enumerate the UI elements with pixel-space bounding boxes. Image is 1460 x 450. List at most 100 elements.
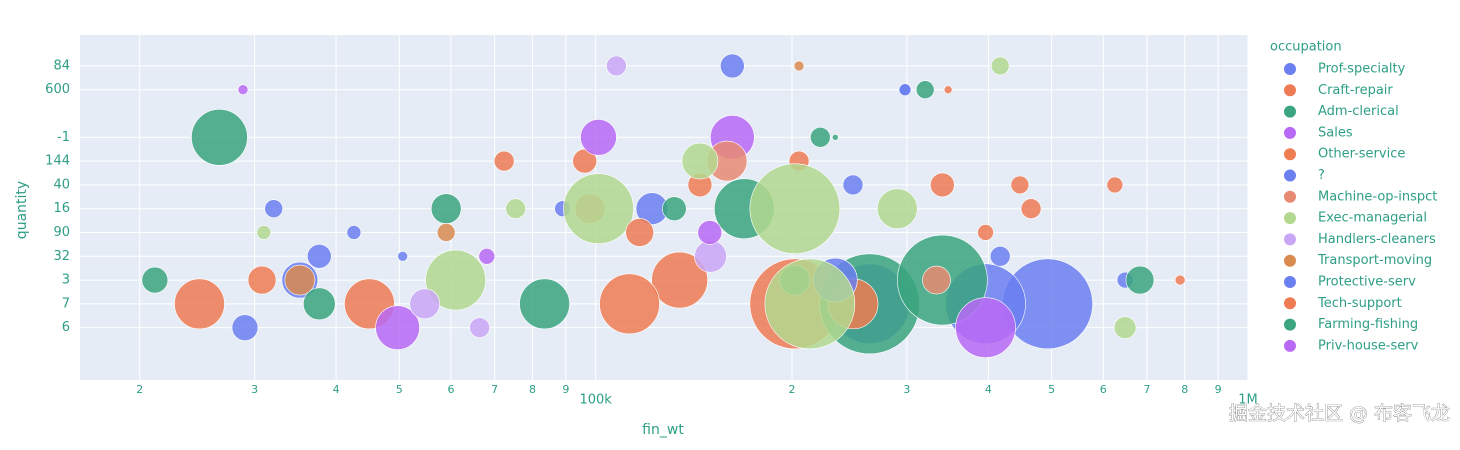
bubbles [141,53,1186,358]
y-tick-label: 600 [45,82,70,97]
bubble [409,288,441,320]
legend-marker [1284,105,1296,118]
bubble [469,317,490,338]
x-tick-label: 1M [1238,393,1258,408]
bubble [842,174,864,196]
bubble [955,297,1016,358]
legend-label: Sales [1318,125,1353,140]
bubble [256,225,272,240]
bubble [580,119,617,156]
legend-label: Transport-moving [1317,253,1432,268]
legend-marker [1284,212,1296,225]
legend-marker [1284,276,1296,288]
bubble [191,109,248,166]
bubble [922,265,951,295]
legend-marker [1284,126,1296,139]
bubble [302,287,336,321]
x-tick-label: 8 [1181,383,1188,396]
x-tick-label: 2 [789,383,796,396]
bubble [697,220,723,245]
legend-marker [1284,297,1296,310]
legend-label: Farming-fishing [1318,317,1418,332]
bubble [375,305,420,350]
x-tick-label: 6 [447,383,454,396]
x-tick-label: 100k [579,393,612,408]
bubble [832,134,839,141]
y-tick-label: 90 [53,225,70,240]
bubble [1125,265,1155,295]
x-tick-label: 4 [985,383,992,396]
x-tick-label: 5 [1048,383,1055,396]
bubble [606,55,627,77]
legend-marker [1284,169,1296,182]
bubble [284,264,316,296]
bubble [990,56,1010,76]
bubble [505,198,526,219]
legend-marker [1284,84,1296,97]
bubble [493,150,515,172]
bubble [478,247,496,265]
bubble [662,196,687,221]
axes: 2 3 4 5 6 7 8 9 100k 2 3 4 5 6 7 8 9 1M 6 7 3 32 90 16 40 144 -1 60… [45,58,1258,407]
legend-marker [1284,339,1296,352]
bubble [877,188,918,229]
bubble [346,225,362,240]
legend-title: occupation [1270,40,1342,55]
legend-marker [1284,148,1296,161]
x-tick-label: 9 [562,383,569,396]
legend: Prof-specialty Craft-repair Adm-clerical Sa… [1284,62,1437,353]
bubble [681,142,719,180]
x-tick-label: 8 [529,383,536,396]
legend-label: Tech-support [1317,296,1402,311]
bubble [915,80,935,100]
legend-marker [1284,318,1296,331]
legend-label: Other-service [1318,147,1405,162]
bubble [264,199,284,218]
x-tick-label: 2 [136,383,143,396]
bubble [651,251,708,309]
bubble [436,223,456,242]
bubble [1174,274,1186,286]
x-tick-label: 5 [396,383,403,396]
bubble [231,314,259,341]
legend-label: ? [1318,168,1325,183]
watermark: 掘金技术社区 @ 布客飞龙 [1229,403,1450,425]
legend-marker [1284,190,1296,203]
bubble [397,250,408,262]
bubble [749,163,841,254]
bubble [306,243,332,269]
bubble [977,224,994,241]
bubble [930,172,955,198]
bubble [141,266,169,294]
bubble [430,193,462,224]
y-tick-label: 16 [53,201,70,216]
legend-label: Exec-managerial [1318,211,1427,226]
x-tick-label: 3 [251,383,258,396]
bubble [563,173,634,244]
bubble [764,258,856,350]
y-tick-label: 32 [53,249,70,264]
x-tick-label: 3 [903,383,910,396]
y-tick-label: 6 [62,320,70,335]
legend-label: Protective-serv [1318,275,1416,290]
bubble [1106,176,1124,194]
legend-marker [1284,254,1296,267]
bubble [237,84,249,96]
bubble [793,60,805,72]
x-tick-label: 7 [1143,383,1150,396]
legend-label: Handlers-cleaners [1318,232,1436,247]
y-axis-title: quantity [14,181,30,239]
legend-label: Prof-specialty [1318,62,1406,77]
x-tick-label: 4 [333,383,340,396]
bubble [943,85,953,95]
legend-label: Priv-house-serv [1318,338,1419,353]
legend-label: Machine-op-inspct [1318,189,1437,204]
bubble [625,218,654,247]
x-tick-label: 7 [491,383,498,396]
legend-label: Adm-clerical [1318,104,1399,119]
legend-label: Craft-repair [1318,83,1393,98]
y-tick-label: 40 [53,177,70,192]
y-tick-label: 84 [53,58,70,73]
y-tick-label: 3 [62,273,70,288]
